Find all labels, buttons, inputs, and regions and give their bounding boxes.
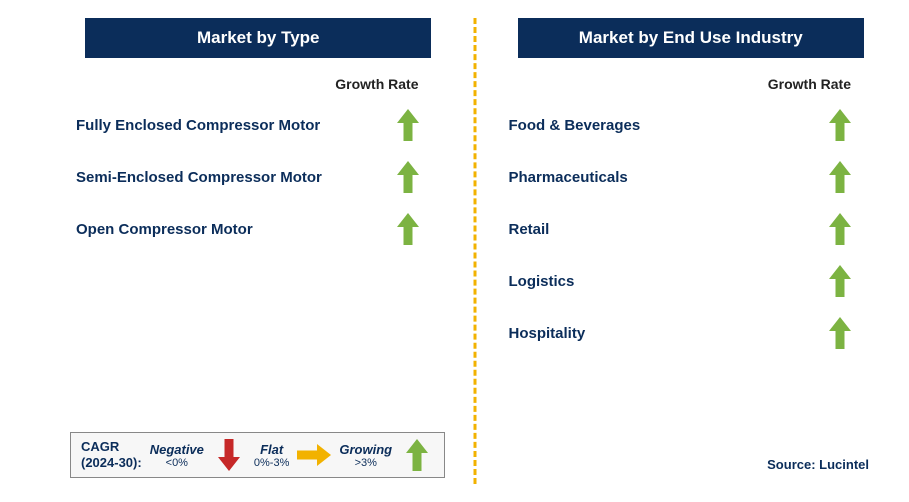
list-item-label: Retail	[509, 221, 550, 238]
arrow-up-icon	[831, 161, 849, 193]
right-panel: Market by End Use Industry Growth Rate F…	[475, 18, 880, 484]
right-panel-title: Market by End Use Industry	[518, 18, 864, 58]
legend-negative-sub: <0%	[166, 457, 188, 469]
legend-title-line1: CAGR	[81, 439, 119, 454]
legend-title: CAGR (2024-30):	[81, 439, 142, 470]
growth-arrow-cell	[829, 213, 851, 245]
legend-negative: Negative <0%	[150, 442, 204, 469]
list-item: Retail	[503, 206, 880, 252]
arrow-up-icon	[831, 109, 849, 141]
list-item-label: Hospitality	[509, 325, 586, 342]
arrow-up-icon	[399, 109, 417, 141]
arrow-up-icon	[399, 213, 417, 245]
list-item: Semi-Enclosed Compressor Motor	[70, 154, 447, 200]
legend-box: CAGR (2024-30): Negative <0% Flat 0%-3%	[70, 432, 445, 478]
growth-arrow-cell	[829, 161, 851, 193]
arrow-up-icon	[408, 439, 426, 471]
source-line: Source: Lucintel	[767, 457, 869, 472]
arrow-up-icon	[831, 213, 849, 245]
list-item-label: Food & Beverages	[509, 117, 641, 134]
growth-arrow-cell	[397, 109, 419, 141]
arrow-right-icon	[297, 445, 331, 465]
legend-negative-arrow-wrap	[212, 439, 246, 471]
list-item-label: Fully Enclosed Compressor Motor	[76, 117, 320, 134]
legend-negative-label: Negative	[150, 442, 204, 457]
arrow-up-icon	[831, 265, 849, 297]
infographic-container: Market by Type Growth Rate Fully Enclose…	[70, 18, 879, 484]
left-item-list: Fully Enclosed Compressor Motor Semi-Encl…	[70, 102, 447, 252]
list-item: Open Compressor Motor	[70, 206, 447, 252]
legend-flat-label: Flat	[260, 442, 283, 457]
growth-arrow-cell	[397, 213, 419, 245]
list-item-label: Open Compressor Motor	[76, 221, 253, 238]
legend-growing-arrow-wrap	[400, 439, 434, 471]
legend-growing: Growing >3%	[339, 442, 392, 469]
right-growth-rate-label: Growth Rate	[503, 76, 880, 92]
legend-flat: Flat 0%-3%	[254, 442, 289, 469]
list-item: Logistics	[503, 258, 880, 304]
list-item: Pharmaceuticals	[503, 154, 880, 200]
list-item-label: Pharmaceuticals	[509, 169, 628, 186]
legend-growing-sub: >3%	[355, 457, 377, 469]
left-panel-title: Market by Type	[85, 18, 431, 58]
growth-arrow-cell	[829, 265, 851, 297]
list-item: Hospitality	[503, 310, 880, 356]
left-growth-rate-label: Growth Rate	[70, 76, 447, 92]
list-item-label: Logistics	[509, 273, 575, 290]
list-item: Fully Enclosed Compressor Motor	[70, 102, 447, 148]
arrow-down-icon	[220, 439, 238, 471]
growth-arrow-cell	[397, 161, 419, 193]
arrow-up-icon	[831, 317, 849, 349]
list-item-label: Semi-Enclosed Compressor Motor	[76, 169, 322, 186]
growth-arrow-cell	[829, 109, 851, 141]
arrow-up-icon	[399, 161, 417, 193]
list-item: Food & Beverages	[503, 102, 880, 148]
legend-flat-sub: 0%-3%	[254, 457, 289, 469]
growth-arrow-cell	[829, 317, 851, 349]
legend-flat-arrow-wrap	[297, 445, 331, 465]
legend-title-line2: (2024-30):	[81, 455, 142, 470]
right-item-list: Food & Beverages Pharmaceuticals Retail Log…	[503, 102, 880, 356]
legend-growing-label: Growing	[339, 442, 392, 457]
left-panel: Market by Type Growth Rate Fully Enclose…	[70, 18, 475, 484]
